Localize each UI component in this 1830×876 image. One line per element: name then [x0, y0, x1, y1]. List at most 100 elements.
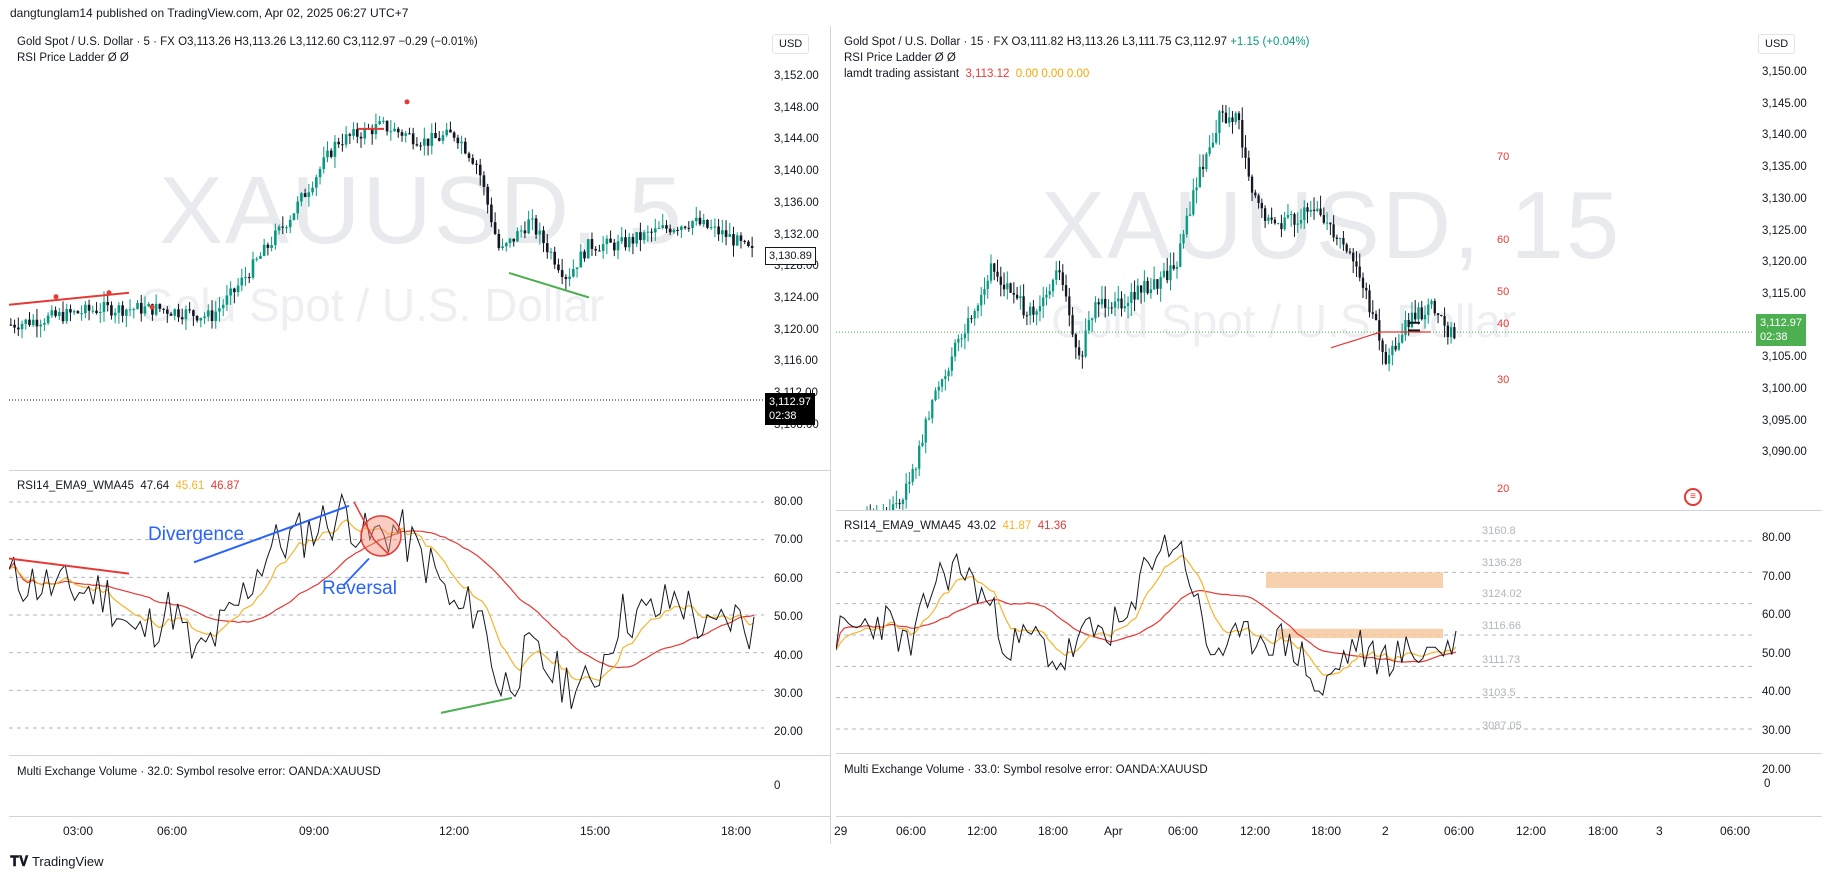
flag-icon[interactable]: ≡ — [1684, 488, 1702, 506]
left-price-tick: 3,152.00 — [774, 70, 819, 82]
left-time-tick: 03:00 — [63, 824, 94, 838]
left-price-chart[interactable] — [9, 26, 764, 471]
right-time-tick: 18:00 — [1038, 824, 1069, 838]
candle-body — [613, 242, 616, 251]
candle-body — [1293, 214, 1296, 225]
candle-body — [337, 141, 340, 145]
candle-body — [411, 133, 415, 145]
candle-body — [315, 177, 318, 188]
left-currency-button[interactable]: USD — [772, 34, 810, 54]
candle-body — [1414, 312, 1417, 320]
candle-body — [214, 311, 218, 321]
candle-body — [1130, 292, 1133, 303]
candle-body — [579, 251, 583, 268]
rsi-line — [9, 492, 755, 710]
candle-body — [914, 468, 918, 470]
tradingview-logo[interactable]: 𝐓𝐕 TradingView — [10, 853, 103, 870]
rsi-price-level: 3136.28 — [1482, 557, 1522, 569]
candle-body — [620, 237, 624, 242]
candle-body — [1038, 306, 1042, 312]
candle-body — [1365, 287, 1368, 291]
right-volume-legend: Multi Exchange Volume · 33.0: Symbol res… — [844, 764, 1208, 776]
candle-body — [1241, 120, 1244, 148]
candle-body — [1368, 290, 1371, 313]
left-rsi-chart[interactable] — [9, 471, 764, 751]
candle-body — [460, 141, 463, 144]
candle-body — [292, 213, 296, 220]
right-time-tick: Apr — [1104, 824, 1123, 838]
right-symbol-title: Gold Spot / U.S. Dollar · 15 · FX — [844, 36, 1009, 48]
candle-body — [1332, 224, 1335, 238]
candle-body — [747, 241, 750, 247]
right-indicator-rsi-ladder[interactable]: RSI Price Ladder Ø Ø — [844, 52, 956, 64]
candle-body — [1123, 306, 1126, 309]
right-time-tick: 12:00 — [967, 824, 998, 838]
candle-body — [1237, 113, 1241, 121]
rsi-resistance-line — [9, 557, 130, 575]
candle-body — [61, 312, 65, 322]
candle-body — [1055, 270, 1058, 280]
candle-body — [947, 370, 950, 377]
candle-body — [288, 219, 292, 228]
candle-body — [911, 468, 914, 482]
right-price-tick: 3,090.00 — [1762, 446, 1807, 459]
right-rsi-chart[interactable] — [836, 511, 1754, 751]
right-currency-button[interactable]: USD — [1758, 34, 1796, 54]
candle-body — [1263, 208, 1267, 221]
rsi-price-level: 3103.5 — [1482, 687, 1516, 699]
left-ema-value: 45.61 — [175, 480, 205, 492]
right-time-tick: 06:00 — [1444, 824, 1475, 838]
left-crosshair-price: 3,130.89 — [765, 247, 816, 265]
candle-body — [1172, 265, 1175, 269]
signal-dot — [149, 304, 155, 310]
candle-body — [493, 222, 497, 234]
left-pane-divider-2[interactable] — [9, 755, 831, 756]
candle-body — [445, 129, 448, 136]
left-time-tick: 06:00 — [157, 824, 188, 838]
rsi-price-level: 3111.73 — [1482, 654, 1521, 666]
candle-body — [605, 238, 609, 245]
right-price-tick: 3,095.00 — [1762, 414, 1807, 427]
reversal-drop-line — [353, 501, 390, 556]
candle-body — [300, 193, 303, 202]
left-time-tick: 18:00 — [721, 824, 752, 838]
candle-body — [1234, 113, 1237, 122]
left-last-price-tag: 3,112.97 02:38 — [765, 393, 816, 425]
candle-body — [46, 315, 50, 324]
candle-body — [743, 240, 746, 242]
candle-body — [1430, 300, 1433, 305]
right-pane-divider-2[interactable] — [836, 753, 1822, 754]
candle-body — [102, 301, 106, 312]
right-chart-panel[interactable]: Gold Spot / U.S. Dollar · 15 · FX O3,111… — [834, 26, 1822, 844]
supply-zone — [1266, 572, 1443, 588]
wma-line — [836, 589, 1457, 663]
candle-body — [594, 248, 597, 251]
candle-body — [657, 227, 661, 229]
right-time-tick: 18:00 — [1588, 824, 1619, 838]
candle-body — [363, 128, 367, 139]
candle-body — [307, 192, 311, 197]
candle-body — [512, 238, 516, 242]
right-indicator-assistant[interactable]: lamdt trading assistant 3,113.12 0.00 0.… — [844, 66, 1089, 82]
left-pane-divider[interactable] — [9, 470, 831, 471]
left-chart-panel[interactable]: Gold Spot / U.S. Dollar · 5 · FX O3,113.… — [9, 26, 831, 844]
candle-body — [1029, 306, 1032, 316]
candle-body — [225, 295, 229, 305]
right-time-tick: 12:00 — [1516, 824, 1547, 838]
right-price-chart[interactable] — [836, 26, 1754, 511]
candle-body — [1446, 325, 1449, 338]
candle-body — [650, 231, 653, 233]
candle-body — [1091, 318, 1094, 321]
candle-body — [1215, 132, 1218, 143]
candle-body — [1097, 302, 1100, 305]
right-pane-divider[interactable] — [836, 510, 1822, 511]
candle-body — [944, 376, 947, 380]
candle-body — [661, 225, 665, 228]
candle-body — [586, 239, 590, 259]
candle-body — [983, 288, 986, 295]
right-volume-axis-zero: 0 — [1764, 778, 1771, 790]
candle-body — [568, 276, 571, 280]
candle-body — [1277, 223, 1280, 225]
candle-body — [1384, 351, 1387, 364]
left-indicator-rsi-ladder[interactable]: RSI Price Ladder Ø Ø — [17, 52, 129, 64]
